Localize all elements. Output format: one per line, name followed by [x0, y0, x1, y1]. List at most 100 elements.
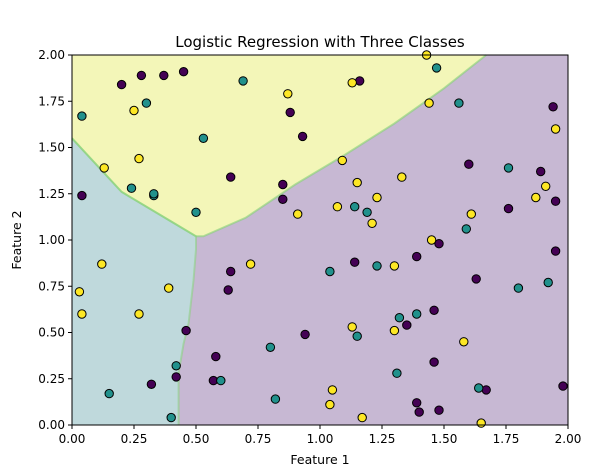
class-0-point [434, 405, 444, 415]
class-2-point [283, 89, 293, 99]
class-2-point [397, 172, 407, 182]
class-1-point [141, 98, 152, 108]
class-0-point [278, 194, 288, 205]
class-2-point [325, 399, 335, 410]
class-2-point [245, 259, 256, 269]
class-1-point [372, 261, 382, 271]
class-2-point [476, 418, 486, 428]
class-2-point [424, 98, 434, 108]
class-2-point [426, 235, 437, 245]
class-1-point [392, 368, 402, 378]
class-1-point [265, 342, 276, 352]
class-0-point [297, 131, 308, 142]
class-1-point [325, 266, 335, 277]
y-axis-label: Feature 2 [9, 210, 24, 269]
class-0-point [159, 70, 169, 81]
class-2-point [293, 209, 303, 219]
class-0-point [536, 166, 546, 177]
class-1-point [431, 63, 442, 73]
class-1-point [543, 277, 553, 288]
y-tick-label: 0.00 [38, 418, 65, 432]
class-1-point [238, 76, 248, 86]
class-2-point [134, 153, 144, 164]
class-2-point [550, 124, 561, 134]
class-0-point [181, 325, 191, 336]
class-0-point [503, 203, 514, 214]
class-2-point [77, 309, 87, 319]
y-tick-label: 1.50 [38, 141, 65, 155]
y-tick-label: 2.00 [38, 48, 65, 62]
class-2-point [347, 322, 357, 332]
class-2-point [357, 412, 367, 423]
class-1-point [513, 283, 524, 293]
class-0-point [550, 246, 561, 256]
class-0-point [226, 172, 236, 182]
class-2-point [74, 287, 85, 297]
class-1-point [394, 313, 405, 323]
chart-title: Logistic Regression with Three Classes [175, 33, 465, 51]
class-1-point [171, 361, 181, 371]
x-tick-label: 1.00 [307, 432, 334, 446]
class-1-point [350, 202, 360, 212]
scatter-points [74, 50, 568, 428]
class-0-point [116, 79, 127, 90]
class-2-region [72, 55, 487, 237]
class-1-region [72, 138, 196, 426]
class-0-point [77, 190, 87, 201]
class-2-point [352, 177, 362, 188]
x-tick-label: 1.75 [493, 432, 520, 446]
plot-area [71, 50, 569, 428]
x-axis-label: Feature 1 [290, 452, 349, 467]
class-2-point [389, 261, 400, 271]
y-tick-label: 1.00 [38, 233, 65, 247]
y-tick-label: 0.75 [38, 279, 65, 293]
class-2-boundary [71, 54, 487, 238]
class-1-point [191, 207, 201, 218]
class-0-point [429, 357, 439, 367]
class-2-point [466, 209, 476, 219]
class-0-point [550, 196, 561, 206]
class-2-point [164, 283, 174, 293]
class-0-point [171, 372, 181, 382]
x-tick-label: 2.00 [555, 432, 582, 446]
class-2-point [389, 325, 400, 336]
y-tick-label: 1.75 [38, 94, 65, 108]
class-1-point [166, 412, 176, 423]
class-0-point [414, 407, 424, 417]
class-2-point [134, 309, 144, 319]
class-0-point [211, 351, 221, 362]
class-2-point [541, 181, 551, 192]
class-0-point [178, 67, 189, 77]
class-1-point [126, 183, 137, 193]
class-1-point [461, 224, 471, 234]
y-tick-label: 1.25 [38, 187, 65, 201]
class-2-point [367, 218, 377, 229]
class-0-point [464, 159, 474, 169]
class-0-point [226, 266, 236, 277]
class-1-point [270, 394, 281, 404]
class-0-point [223, 285, 233, 295]
class-0-point [136, 70, 147, 81]
x-tick-label: 0.50 [183, 432, 210, 446]
class-2-point [372, 192, 382, 203]
class-2-point [347, 78, 357, 88]
class-1-point [198, 133, 209, 144]
y-tick-label: 0.50 [38, 326, 65, 340]
class-1-point [77, 111, 87, 121]
class-1-point [352, 331, 362, 341]
class-0-point [146, 379, 157, 389]
x-tick-label: 0.00 [59, 432, 86, 446]
class-1-point [362, 207, 372, 218]
x-tick-label: 1.25 [369, 432, 396, 446]
class-1-point [216, 375, 226, 386]
class-1-point [104, 388, 114, 399]
class-1-point [503, 163, 514, 173]
x-tick-label: 0.75 [245, 432, 272, 446]
class-0-point [278, 179, 288, 190]
y-axis-ticks: 0.00 0.25 0.50 0.75 1.00 1.25 1.50 1.75 2.00 [38, 48, 72, 432]
class-0-point [429, 305, 439, 315]
class-1-point [454, 98, 464, 108]
class-2-point [531, 192, 541, 203]
class-0-point [412, 398, 422, 408]
